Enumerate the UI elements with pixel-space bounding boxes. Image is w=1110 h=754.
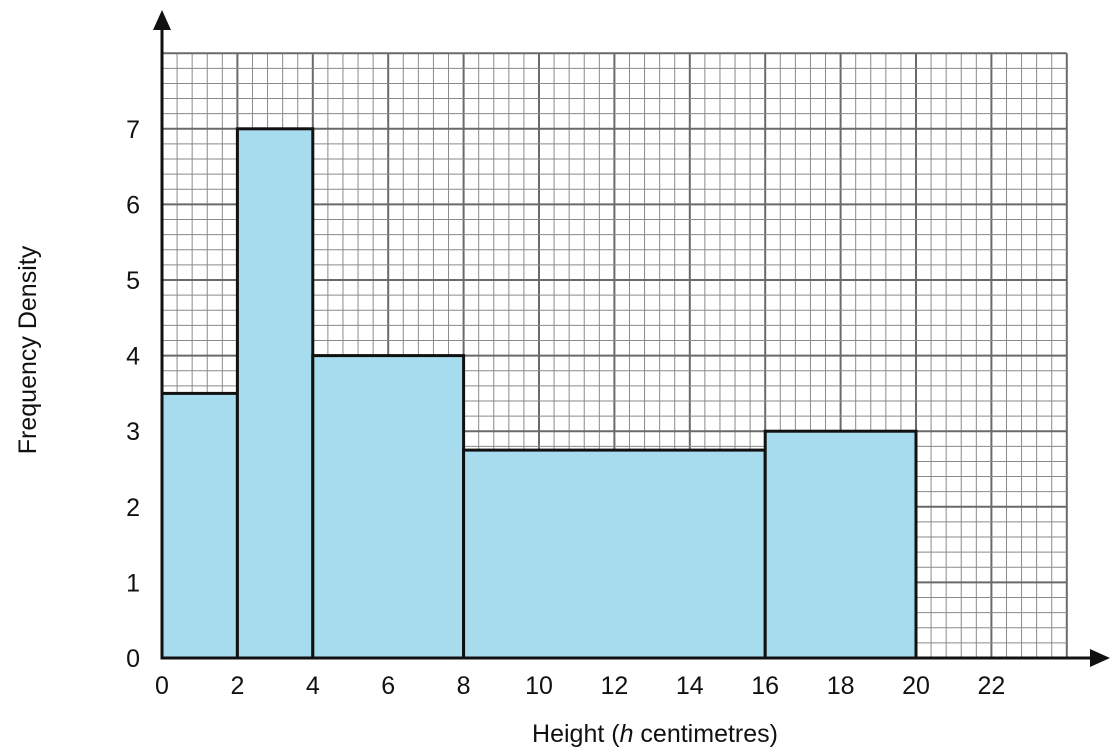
x-axis-title-prefix: Height ( [532,720,620,748]
histogram-bar-5 [763,429,918,660]
y-tick-label: 5 [126,267,140,295]
x-tick-label: 22 [977,672,1005,700]
x-tick-label: 18 [827,672,855,700]
x-axis-arrow-icon [1090,649,1110,667]
y-tick-label: 2 [126,494,140,522]
y-tick-label: 6 [126,191,140,219]
x-tick-label: 16 [751,672,779,700]
x-tick-label: 12 [600,672,628,700]
x-axis-title-variable: h [620,720,634,748]
y-tick-label: 3 [126,418,140,446]
y-tick-label: 0 [126,645,140,673]
x-tick-labels: 0 2 4 6 8 10 12 14 16 18 20 22 [155,672,1005,700]
x-tick-label: 6 [381,672,395,700]
y-axis-arrow-icon [153,10,171,30]
x-tick-label: 0 [155,672,169,700]
x-axis-title: Height (h centimetres) [532,720,778,748]
x-tick-label: 2 [230,672,244,700]
histogram-bar-3 [311,354,466,660]
y-tick-label: 1 [126,569,140,597]
y-tick-label: 4 [126,343,140,371]
histogram-bar-1 [160,391,239,660]
x-tick-label: 10 [525,672,553,700]
x-tick-label: 14 [676,672,704,700]
x-tick-label: 20 [902,672,930,700]
x-axis-title-suffix: centimetres) [633,720,777,748]
y-tick-labels: 0 1 2 3 4 5 6 7 [126,116,140,673]
x-tick-label: 8 [457,672,471,700]
y-tick-label: 7 [126,116,140,144]
y-axis-title: Frequency Density [14,245,42,454]
x-tick-label: 4 [306,672,320,700]
histogram-bar-2 [235,127,315,660]
axes [153,10,1110,667]
histogram-bar-4 [462,448,767,660]
